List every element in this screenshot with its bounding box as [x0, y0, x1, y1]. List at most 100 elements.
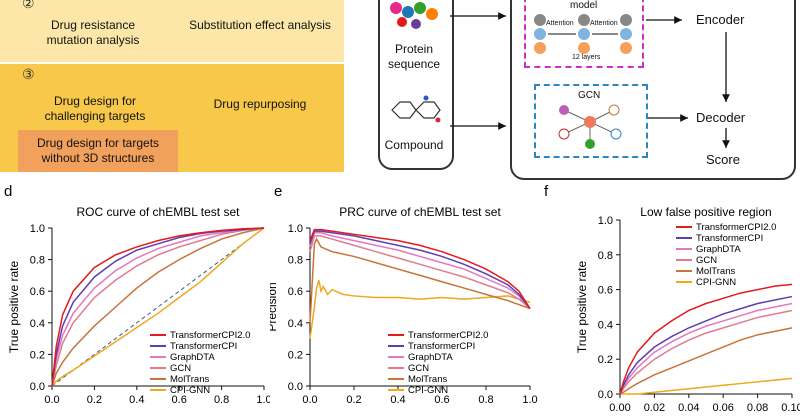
legend-label: GCN: [696, 255, 717, 266]
legend-label: GCN: [170, 363, 191, 374]
y-tick-label: 0.0: [30, 381, 45, 393]
series-line-gcn: [619, 309, 793, 395]
series-line-moltrans: [51, 227, 265, 387]
legend-label: MolTrans: [696, 266, 735, 277]
cell-challenging-targets: Drug design for challenging targets: [44, 94, 146, 123]
y-tick-label: 0.6: [598, 285, 613, 297]
x-tick-label: 0.8: [214, 394, 229, 406]
legend-label: TransformerCPI: [170, 341, 237, 352]
series-line-transformercpi: [51, 227, 265, 387]
y-tick-label: 0.2: [288, 349, 303, 361]
x-tick-label: 0.6: [172, 394, 187, 406]
legend-label: TransformerCPI: [696, 233, 763, 244]
y-tick-label: 0.4: [30, 318, 45, 330]
gcn-block: [534, 84, 648, 158]
model-box: [510, 0, 796, 180]
x-tick-label: 0.2: [346, 394, 361, 406]
transformer-block: [524, 0, 644, 68]
legend-label: CPI-GNN: [408, 385, 448, 396]
x-tick-label: 0.2: [87, 394, 102, 406]
legend-label: GraphDTA: [170, 352, 215, 363]
legend-label: GCN: [408, 363, 429, 374]
model-arrows: [646, 16, 730, 148]
chart-title: ROC curve of chEMBL test set: [77, 205, 241, 219]
protein-label: Protein sequence: [387, 42, 441, 71]
gcn-label: GCN: [578, 90, 601, 101]
y-tick-label: 0.8: [598, 250, 613, 262]
model-label: model: [570, 0, 598, 11]
y-tick-label: 0.2: [30, 349, 45, 361]
series-line-cpi-gnn: [620, 377, 793, 395]
compound-icon: [391, 95, 441, 123]
protein-icon: [390, 2, 438, 29]
cell-drug-resistance: Drug resistance mutation analysis: [46, 18, 140, 47]
series-line-graphdta: [309, 231, 531, 310]
y-axis-label: True positive rate: [7, 261, 21, 354]
step-3-marker: ③: [22, 66, 35, 82]
y-axis-label: Precision: [270, 282, 279, 331]
legend-label: CPI-GNN: [170, 385, 210, 396]
y-tick-label: 0.0: [288, 381, 303, 393]
cell-no3d-block: [18, 130, 178, 172]
y-tick-label: 0.0: [598, 389, 613, 401]
legend-label: GraphDTA: [696, 244, 741, 255]
panel-letter: f: [544, 183, 549, 200]
step-2-marker: ②: [22, 0, 35, 11]
encoder-label: Encoder: [696, 12, 745, 27]
panel-letter: d: [4, 183, 12, 200]
y-tick-label: 1.0: [288, 223, 303, 235]
x-tick-label: 0.0: [44, 394, 59, 406]
roc-chart: d ROC curve of chEMBL test set True positi…: [4, 183, 270, 406]
y-tick-label: 0.6: [30, 286, 45, 298]
x-tick-label: 0.04: [678, 402, 699, 414]
legend-label: CPI-GNN: [696, 277, 736, 288]
series-line-transformercpi2-0: [309, 228, 531, 309]
cell-substitution: Substitution effect analysis: [189, 18, 331, 32]
legend-label: GraphDTA: [408, 352, 453, 363]
series-line-graphdta: [51, 227, 265, 387]
x-tick-label: 0.06: [712, 402, 733, 414]
cell-drug-repurposing: Drug repurposing: [213, 97, 307, 111]
x-tick-label: 0.0: [302, 394, 317, 406]
attention-layers-icon: [534, 14, 632, 54]
y-tick-label: 0.8: [288, 255, 303, 267]
x-tick-label: 0.08: [747, 402, 768, 414]
x-tick-label: 0.02: [644, 402, 665, 414]
low-fp-chart: f Low false positive region True positive …: [544, 183, 800, 414]
x-tick-label: 0.10: [781, 402, 800, 414]
gcn-graph-icon: [558, 104, 622, 149]
x-tick-label: 0.00: [609, 402, 630, 414]
series-line-gcn: [51, 227, 265, 387]
legend-label: MolTrans: [408, 374, 447, 385]
layers-label: 12 layers: [572, 54, 601, 61]
x-tick-label: 0.6: [434, 394, 449, 406]
random-baseline: [51, 227, 265, 387]
series-line-gcn: [309, 235, 531, 310]
series-line-cpi-gnn: [309, 279, 531, 339]
compound-label: Compound: [384, 138, 444, 152]
input-arrows: [450, 12, 506, 130]
series-line-transformercpi2-0: [51, 227, 265, 387]
series-line-transformercpi: [309, 230, 531, 310]
series-line-graphdta: [619, 302, 793, 395]
chart-title: PRC curve of chEMBL test set: [339, 205, 501, 219]
chart-title: Low false positive region: [640, 205, 771, 219]
panel-letter: e: [274, 183, 282, 200]
series-line-transformercpi2-0: [619, 283, 793, 395]
y-tick-label: 0.4: [288, 318, 303, 330]
series-line-moltrans: [309, 237, 531, 323]
decoder-label: Decoder: [696, 110, 746, 125]
x-tick-label: 1.0: [256, 394, 270, 406]
y-tick-label: 1.0: [598, 215, 613, 227]
series-line-transformercpi: [619, 295, 793, 395]
attention-label-2: Attention: [590, 20, 618, 27]
score-label: Score: [706, 152, 740, 167]
cell-no3d: Drug design for targets without 3D struc…: [36, 136, 160, 165]
y-axis-label: True positive rate: [575, 261, 589, 354]
prc-chart: e PRC curve of chEMBL test set Precision 0.…: [270, 183, 538, 406]
applications-panel: ② Drug resistance mutation analysis Subs…: [0, 0, 344, 172]
legend-label: MolTrans: [170, 374, 209, 385]
x-tick-label: 1.0: [522, 394, 537, 406]
legend-label: TransformerCPI2.0: [696, 222, 776, 233]
y-tick-label: 0.2: [598, 354, 613, 366]
